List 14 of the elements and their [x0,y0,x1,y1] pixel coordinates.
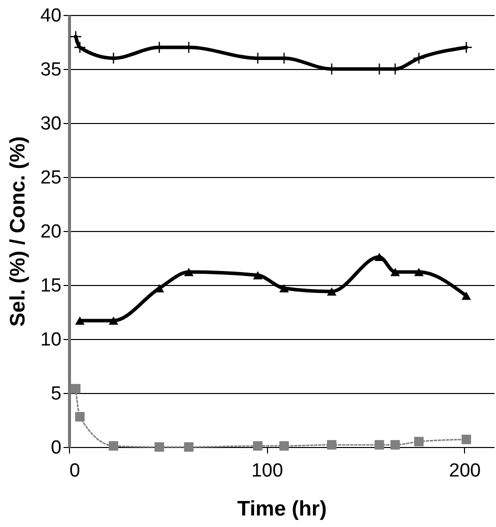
y-tick-label: 0 [50,438,62,458]
y-tick-label: 30 [40,114,62,134]
y-tick-label: 25 [40,168,62,188]
y-tick-label: 20 [40,222,62,242]
x-tick-label: 0 [70,460,80,482]
x-tick-label: 100 [251,460,284,482]
x-axis-title: Time (hr) [237,498,327,520]
y-tick-label: 10 [40,330,62,350]
y-tick-label: 15 [40,276,62,296]
y-tick-label: 40 [40,6,62,26]
y-axis-title: Sel. (%) / Conc. (%) [6,136,30,327]
y-tick-label: 35 [40,60,62,80]
x-tick-label: 200 [448,460,481,482]
y-tick-label: 5 [50,384,62,404]
